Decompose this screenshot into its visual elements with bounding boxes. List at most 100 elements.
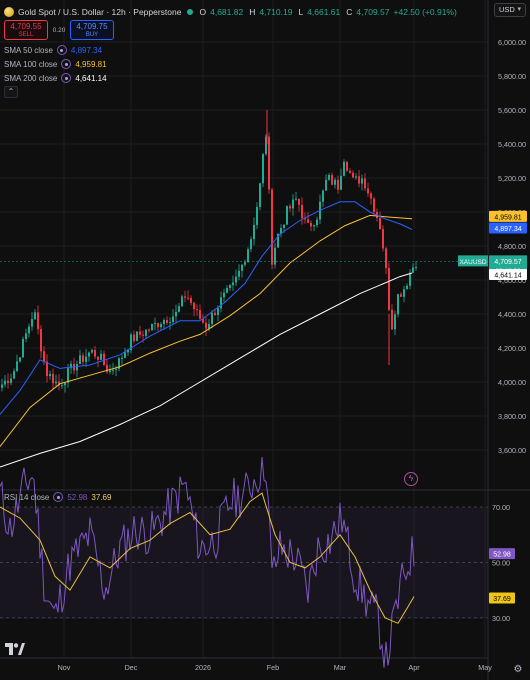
candle-body [121,357,123,359]
high-value: 4,710.19 [259,7,293,17]
price-tick-label: 4,800.00 [498,242,526,251]
time-axis[interactable]: Nov Dec 2026 Feb Mar Apr May [58,663,493,672]
candle-body [307,219,309,223]
gold-coin-icon[interactable] [4,7,14,17]
candle-body [325,179,327,191]
candle-body [157,323,159,328]
candle-body [271,189,273,265]
candle-body [313,225,315,227]
currency-select[interactable]: USD ▾ [494,3,526,17]
indicator-value: 4,959.81 [75,59,107,69]
sma100-price-tag-bg [489,210,527,222]
rsi-settings-icon[interactable] [53,492,64,502]
indicator-settings-icon[interactable] [56,45,67,55]
candle-body [151,323,153,331]
sell-button[interactable]: 4,709.55 SELL [4,20,48,40]
candle-body [211,312,213,324]
candle-body [280,228,282,234]
candle-body [331,175,333,185]
rsi-ma-line [0,492,415,624]
candle-body [16,361,18,372]
candle-body [166,320,168,323]
collapse-indicators-button[interactable]: ⌃ [4,86,18,98]
indicator-settings-icon[interactable] [61,73,72,83]
candle-body [94,349,96,357]
price-tick-label: 4,000.00 [498,378,526,387]
moving-averages [0,201,413,468]
gear-icon[interactable]: ⚙ [513,664,523,675]
candle-body [34,312,36,320]
indicator-settings-icon[interactable] [61,59,72,69]
candle-body [235,276,237,283]
market-open-dot-icon [187,9,194,15]
candle-body [28,326,30,334]
candle-body [4,380,6,385]
candle-body [268,136,270,190]
price-tick-label: 5,600.00 [498,106,526,115]
price-tick-label: 5,400.00 [498,140,526,149]
candle-body [145,329,147,336]
tradingview-logo-icon[interactable] [5,643,25,655]
symbol-tag-bg [458,255,488,267]
rsi-value: 52.98 [67,492,88,502]
chart-header: Gold Spot / U.S. Dollar · 12h · Pepperst… [0,0,460,100]
candle-body [85,356,87,362]
rsi-value-tag: 52.98 [493,552,511,559]
candle-body [304,218,306,220]
candle-body [370,193,372,199]
candle-body [334,179,336,185]
time-tick-label: Feb [267,663,279,672]
indicator-sma200[interactable]: SMA 200 close 4,641.14 [4,72,107,84]
candle-body [91,349,93,353]
symbol-title[interactable]: Gold Spot / U.S. Dollar · 12h · Pepperst… [18,7,182,17]
candle-body [316,219,318,226]
sell-label: SELL [18,32,34,38]
sma50-price-tag: 4,897.34 [494,226,521,233]
candle-body [283,224,285,229]
rsi-ma-value-tag: 37.69 [493,596,511,603]
price-tick-label: 4,200.00 [498,344,526,353]
candle-body [43,351,45,362]
candle-body [7,380,9,384]
candle-body [226,288,228,293]
candle-body [133,334,135,341]
sma200-price-tag-bg [489,269,527,281]
rsi-legend[interactable]: RSI 14 close 52.98 37.69 [4,491,111,503]
indicator-sma100[interactable]: SMA 100 close 4,959.81 [4,58,107,70]
candle-body [199,309,201,319]
candle-body [196,309,198,311]
time-tick-label: Apr [408,663,420,672]
candle-body [265,136,267,155]
time-tick-label: Dec [125,663,138,672]
chevron-down-icon: ▾ [517,6,521,13]
time-tick-label: May [478,663,492,672]
high-label: H [249,7,256,17]
candle-body [241,264,243,271]
candle-body [298,198,300,205]
candle-body [388,268,390,310]
candle-body [19,357,21,362]
indicator-sma50[interactable]: SMA 50 close 4,897.34 [4,44,102,56]
buy-label: BUY [85,32,99,38]
buy-button[interactable]: 4,709.75 BUY [70,20,114,40]
candle-body [193,302,195,310]
grid [0,0,488,658]
candle-body [346,161,348,171]
candle-body [115,368,117,370]
candle-body [112,369,114,371]
price-tags: 4,959.814,897.344,709.5709:42:33XAUUSD4,… [0,210,527,604]
candle-body [352,172,354,178]
candle-body [202,318,204,323]
candle-body [403,289,405,297]
candle-body [37,312,39,330]
candle-body [301,204,303,219]
candle-body [76,363,78,371]
candle-body [109,370,111,372]
price-axis[interactable]: 6,000.00 5,800.00 5,600.00 5,400.00 5,200.00… [492,38,526,623]
price-tick-label: 6,000.00 [498,38,526,47]
candle-body [289,206,291,209]
lightning-icon[interactable]: ϟ [404,472,418,486]
indicator-value: 4,641.14 [75,73,107,83]
low-label: L [298,7,304,17]
